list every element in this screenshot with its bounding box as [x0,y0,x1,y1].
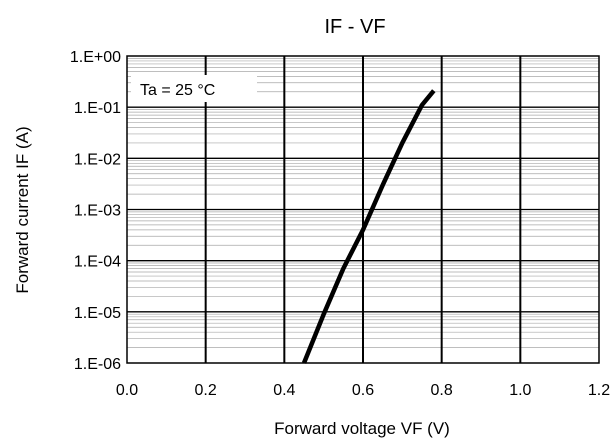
x-tick-label: 0.8 [431,382,453,399]
y-tick-label: 1.E-06 [74,356,121,373]
x-tick-label: 0.6 [352,382,374,399]
series-layer [301,89,436,364]
y-tick-label: 1.E-02 [74,151,121,168]
x-tick-label: 0.0 [116,382,138,399]
y-tick-label: 1.E-01 [74,100,121,117]
y-tick-labels: 1.E+00 1.E-01 1.E-02 1.E-03 1.E-04 1.E-05 1.E-… [70,49,121,373]
x-tick-label: 0.2 [195,382,217,399]
y-tick-label: 1.E-05 [74,305,121,322]
annotation-background [131,75,257,102]
x-tick-labels: 0.0 0.2 0.4 0.6 0.8 1.0 1.2 [116,382,610,399]
x-tick-label: 1.2 [588,382,610,399]
series-line [301,89,436,364]
y-tick-label: 1.E-03 [74,203,121,220]
major-grid [127,56,599,363]
y-tick-label: 1.E+00 [70,49,121,66]
annotation-box: Ta = 25 °C [131,75,257,102]
plot-frame [126,55,600,364]
x-axis-label: Forward voltage VF (V) [274,419,450,438]
x-tick-label: 1.0 [509,382,531,399]
chart-title: IF - VF [324,16,385,38]
x-tick-label: 0.4 [273,382,295,399]
y-axis-label: Forward current IF (A) [13,126,32,293]
y-tick-label: 1.E-04 [74,254,121,271]
annotation-text: Ta = 25 °C [140,82,215,99]
